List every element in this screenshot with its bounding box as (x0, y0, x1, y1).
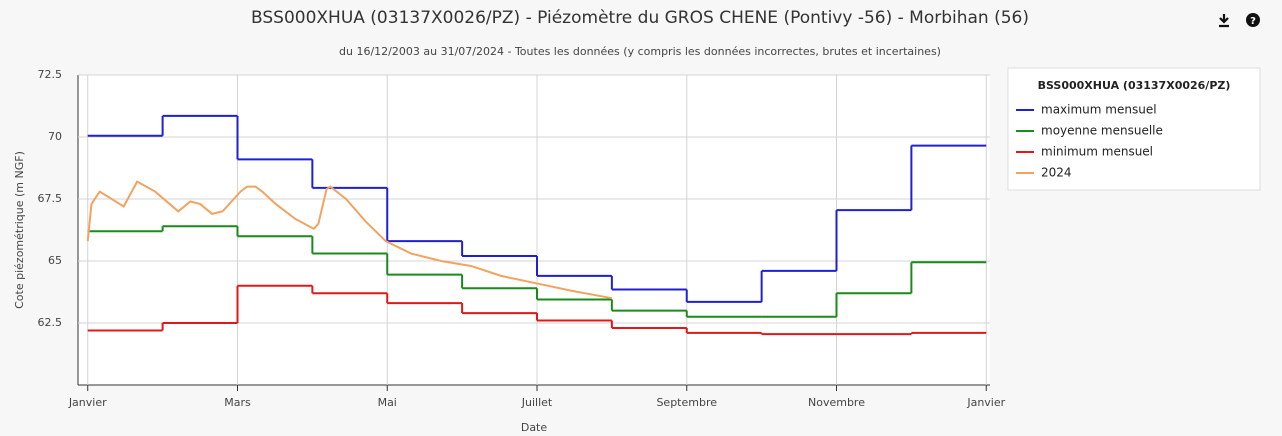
x-tick-label: Juillet (521, 396, 553, 409)
chart-subtitle: du 16/12/2003 au 31/07/2024 - Toutes les… (339, 45, 941, 58)
x-tick-label: Septembre (656, 396, 717, 409)
legend-label: 2024 (1041, 166, 1072, 180)
legend-title: BSS000XHUA (03137X0026/PZ) (1038, 79, 1231, 92)
y-tick-label: 67.5 (38, 192, 63, 205)
help-icon[interactable]: ? (1246, 13, 1260, 27)
legend-label: minimum mensuel (1041, 145, 1153, 159)
download-icon[interactable] (1219, 14, 1229, 28)
legend-label: moyenne mensuelle (1041, 124, 1163, 138)
y-tick-label: 62.5 (38, 316, 63, 329)
legend (1007, 67, 1261, 191)
x-tick-label: Mai (378, 396, 397, 409)
svg-text:?: ? (1250, 16, 1256, 27)
y-tick-label: 70 (48, 130, 62, 143)
line-2024 (86, 180, 613, 300)
y-tick-label: 65 (48, 254, 62, 267)
y-axis-label: Cote piézométrique (m NGF) (13, 151, 26, 309)
y-tick-label: 72.5 (38, 68, 63, 81)
legend-label: maximum mensuel (1041, 103, 1157, 117)
x-tick-label: Janvier (966, 396, 1005, 409)
x-tick-label: Mars (224, 396, 251, 409)
plot-area (78, 75, 990, 385)
x-tick-label: Janvier (68, 396, 107, 409)
chart-title: BSS000XHUA (03137X0026/PZ) - Piézomètre … (251, 8, 1029, 28)
x-tick-label: Novembre (808, 396, 865, 409)
x-axis-label: Date (521, 421, 548, 434)
